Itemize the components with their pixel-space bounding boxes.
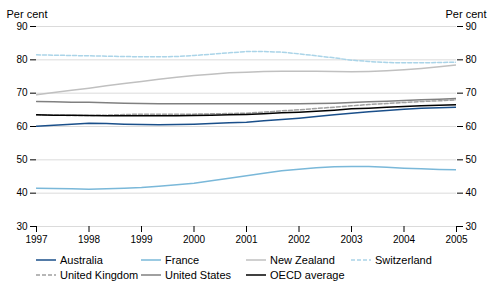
svg-text:1999: 1999 — [130, 234, 153, 245]
html-text:Australia: Australia — [60, 254, 103, 266]
svg-text:Per cent: Per cent — [7, 8, 48, 20]
svg-text:1998: 1998 — [78, 234, 101, 245]
svg-text:30: 30 — [16, 221, 28, 232]
html-text:United States: United States — [165, 269, 231, 281]
svg-text:70: 70 — [466, 87, 478, 98]
svg-text:2003: 2003 — [340, 234, 363, 245]
svg-text:80: 80 — [466, 54, 478, 65]
svg-text:40: 40 — [466, 187, 478, 198]
svg-text:1997: 1997 — [25, 234, 48, 245]
svg-text:90: 90 — [466, 21, 478, 32]
html-text:France: France — [165, 254, 200, 266]
svg-text:2000: 2000 — [183, 234, 206, 245]
svg-text:60: 60 — [16, 121, 28, 132]
svg-text:60: 60 — [466, 121, 478, 132]
svg-text:70: 70 — [16, 87, 28, 98]
svg-text:30: 30 — [466, 221, 478, 232]
html-text:United Kingdom: United Kingdom — [60, 269, 139, 281]
svg-text:50: 50 — [466, 154, 478, 165]
svg-text:2002: 2002 — [288, 234, 311, 245]
svg-text:50: 50 — [16, 154, 28, 165]
svg-text:Per cent: Per cent — [446, 8, 487, 20]
html-text:OECD average: OECD average — [270, 269, 345, 281]
svg-text:2004: 2004 — [393, 234, 416, 245]
html-text:Switzerland: Switzerland — [375, 254, 432, 266]
svg-text:2001: 2001 — [235, 234, 258, 245]
svg-text:90: 90 — [16, 21, 28, 32]
svg-text:2005: 2005 — [445, 234, 468, 245]
svg-text:40: 40 — [16, 187, 28, 198]
svg-text:80: 80 — [16, 54, 28, 65]
html-text:New Zealand: New Zealand — [270, 254, 335, 266]
